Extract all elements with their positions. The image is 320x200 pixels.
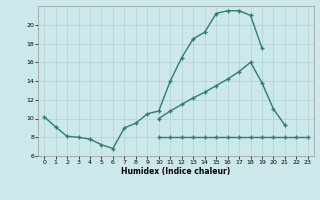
X-axis label: Humidex (Indice chaleur): Humidex (Indice chaleur) xyxy=(121,167,231,176)
